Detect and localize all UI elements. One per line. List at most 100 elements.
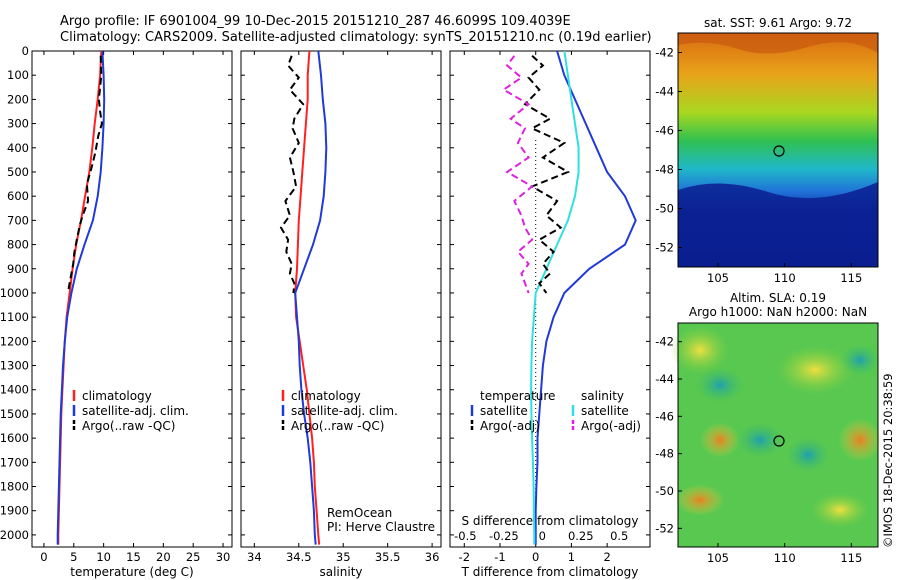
temperature-legend-label: satellite-adj. clim.: [82, 404, 189, 418]
difference-xtick-label: -2: [459, 550, 470, 564]
depth-tick-label: 400: [7, 141, 29, 155]
sst-map-ytick-label: -48: [655, 163, 674, 177]
sla-map-subtitle: Argo h1000: NaN h2000: NaN: [689, 305, 867, 319]
depth-tick-label: 100: [7, 68, 29, 82]
sla-map-ytick-label: -48: [655, 447, 674, 461]
salinity-panel: 34 34.5 35 35.5 36 salinity climatologysatelli…: [240, 50, 442, 579]
temperature-series-argorawqc: [66, 55, 103, 294]
difference-series-satellite-temperature: [534, 50, 637, 545]
difference-series-satellite-salinity: [530, 50, 580, 545]
depth-tick-label: 600: [7, 189, 29, 203]
depth-tick-label: 1700: [0, 455, 29, 469]
temperature-legend-label: Argo(..raw -QC): [82, 419, 175, 433]
depth-tick-label: 300: [7, 117, 29, 131]
salinity-xlabel: salinity: [319, 565, 362, 579]
sla-map-ytick-label: -42: [655, 335, 674, 349]
sst-map-ytick-label: -44: [655, 85, 674, 99]
depth-tick-label: 900: [7, 262, 29, 276]
depth-tick-label: 1400: [0, 383, 29, 397]
depth-tick-label: 200: [7, 92, 29, 106]
difference-xlabel: T difference from climatology: [461, 565, 639, 579]
salinity-legend-label: climatology: [291, 389, 361, 403]
difference-legend-label: Argo(-adj): [581, 419, 641, 433]
chart-title-line-2: Climatology: CARS2009. Satellite-adjuste…: [60, 30, 652, 45]
depth-tick-label: 2000: [0, 528, 29, 542]
sla-map-ytick-label: -50: [655, 484, 674, 498]
salinity-series-argorawqc: [279, 55, 305, 294]
credit-text: ©IMOS 18-Dec-2015 20:38:59: [881, 373, 895, 548]
temperature-frame: [31, 50, 233, 548]
difference-series-argoadj-salinity: [501, 55, 534, 294]
difference-frame: [449, 50, 651, 548]
chart-title-line-1: Argo profile: IF 6901004_99 10-Dec-2015 …: [60, 14, 571, 29]
sst-map-frame: [677, 32, 879, 268]
sst-map-xtick-label: 105: [707, 271, 729, 285]
depth-tick-label: 1900: [0, 504, 29, 518]
difference-xtick-label: -1: [494, 550, 505, 564]
sla-map-title: Altim. SLA: 0.19: [730, 291, 826, 305]
sst-cold-band: [678, 182, 878, 267]
sla-map-xtick-label: 115: [840, 551, 862, 565]
depth-tick-label: 700: [7, 213, 29, 227]
difference-panel: -2 -1 0 1 2T difference from climatology S di…: [449, 50, 651, 579]
depth-tick-label: 0: [22, 44, 29, 58]
temperature-xtick-label: 20: [156, 550, 171, 564]
salinity-xtick-label: 35: [336, 550, 351, 564]
temperature-xtick-label: 30: [216, 550, 231, 564]
sst-map-ytick-label: -42: [655, 46, 674, 60]
difference-legend-label: satellite: [581, 404, 629, 418]
temperature-legend-label: climatology: [82, 389, 152, 403]
annotation-project: RemOcean: [327, 506, 392, 520]
difference-xlabel-top: S difference from climatology: [462, 514, 639, 528]
salinity-xtick-label: 34.5: [286, 550, 312, 564]
salinity-series-satelliteadjclim: [294, 50, 328, 545]
temperature-panel: 0 5 10 15 20 25 300100200300400500600700800900…: [0, 44, 233, 579]
sla-map-ytick-label: -52: [655, 521, 674, 535]
salinity-xtick-label: 36: [425, 550, 440, 564]
depth-tick-label: 1100: [0, 310, 29, 324]
depth-tick-label: 1800: [0, 480, 29, 494]
sla-map-ytick-label: -46: [655, 409, 674, 423]
salinity-legend-label: satellite-adj. clim.: [291, 404, 398, 418]
difference-top-tick-label: -0.5: [454, 529, 476, 543]
difference-top-tick-label: -0.25: [489, 529, 519, 543]
temperature-xtick-label: 10: [96, 550, 111, 564]
difference-legend-label: satellite: [480, 404, 528, 418]
temperature-xtick-label: 15: [126, 550, 141, 564]
difference-xtick-label: 1: [568, 550, 575, 564]
sla-map-xtick-label: 105: [707, 551, 729, 565]
temperature-xtick-label: 5: [70, 550, 77, 564]
difference-top-tick-label: 0.25: [568, 529, 594, 543]
difference-xtick-label: 2: [603, 550, 610, 564]
depth-tick-label: 1300: [0, 359, 29, 373]
depth-tick-label: 1600: [0, 431, 29, 445]
difference-legend-label: Argo(-adj): [480, 419, 540, 433]
legend-title-temperature: temperature: [480, 389, 555, 403]
sla-map: [670, 322, 882, 548]
depth-tick-label: 500: [7, 165, 29, 179]
sst-map-ytick-label: -52: [655, 241, 674, 255]
sla-map-xtick-label: 110: [774, 551, 796, 565]
temperature-xlabel: temperature (deg C): [70, 565, 193, 579]
difference-top-tick-label: 0.5: [610, 529, 628, 543]
depth-tick-label: 800: [7, 238, 29, 252]
salinity-frame: [240, 50, 442, 548]
legend-title-salinity: salinity: [581, 389, 624, 403]
temperature-xtick-label: 25: [186, 550, 201, 564]
sst-map-xtick-label: 115: [840, 271, 862, 285]
sst-map: [677, 32, 879, 268]
salinity-xtick-label: 34: [247, 550, 262, 564]
sst-map-title: sat. SST: 9.61 Argo: 9.72: [704, 16, 852, 30]
depth-tick-label: 1200: [0, 334, 29, 348]
sst-warm-band: [678, 33, 878, 54]
sst-map-xtick-label: 110: [774, 271, 796, 285]
sla-map-ytick-label: -44: [655, 372, 674, 386]
depth-tick-label: 1000: [0, 286, 29, 300]
salinity-xtick-label: 35.5: [375, 550, 401, 564]
temperature-xtick-label: 0: [40, 550, 47, 564]
sst-map-ytick-label: -46: [655, 124, 674, 138]
sla-map-frame: [677, 322, 879, 548]
sst-map-ytick-label: -50: [655, 202, 674, 216]
argo-location-marker: [773, 145, 785, 157]
